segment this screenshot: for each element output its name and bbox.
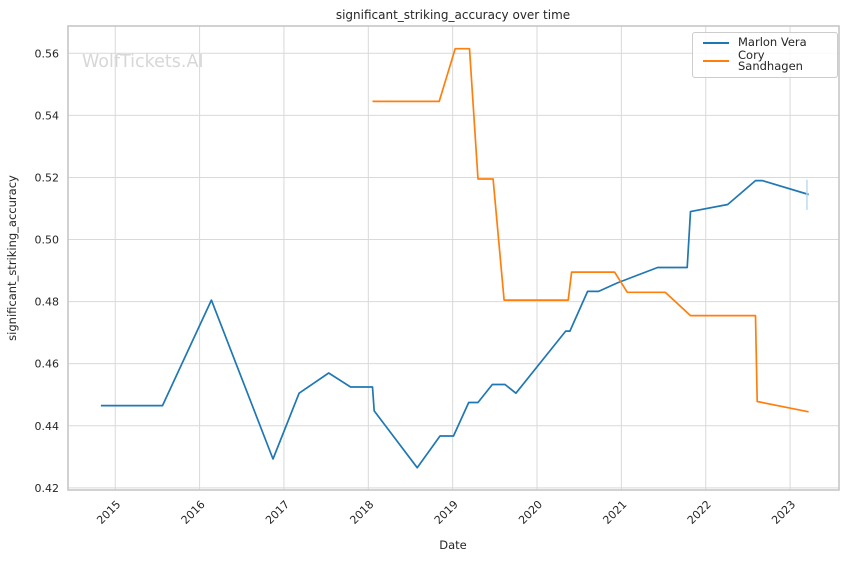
watermark: WolfTickets.AI — [82, 52, 204, 72]
y-tick-label: 0.42 — [35, 482, 60, 495]
line-swatch-marlon-vera — [703, 41, 729, 44]
legend-entry-marlon-vera: Marlon Vera — [703, 37, 827, 49]
plot-border — [67, 25, 840, 491]
y-tick-label: 0.54 — [35, 109, 60, 122]
y-tick-labels: 0.42 0.44 0.46 0.48 0.50 0.52 0.54 0.56 — [35, 47, 60, 495]
x-axis-label: Date — [439, 538, 467, 552]
legend-label-marlon-vera: Marlon Vera — [738, 35, 807, 50]
legend-entry-cory-sandhagen: Cory Sandhagen — [703, 47, 827, 74]
line-swatch-cory-sandhagen — [703, 60, 729, 63]
y-tick-label: 0.50 — [35, 234, 60, 247]
y-tick-label: 0.52 — [35, 171, 60, 184]
x-tick-label: 2016 — [179, 498, 208, 527]
y-tick-label: 0.44 — [35, 420, 60, 433]
chart-title: significant_striking_accuracy over time — [336, 8, 570, 22]
x-tick-label: 2023 — [769, 498, 798, 527]
x-tick-label: 2019 — [432, 498, 461, 527]
x-tick-label: 2020 — [516, 498, 545, 527]
x-tick-label: 2015 — [94, 498, 123, 527]
x-tick-labels: 2015 2016 2017 2018 2019 2020 2021 2022 2023 — [94, 498, 798, 527]
x-tick-label: 2017 — [263, 498, 292, 527]
series-line-cory-sandhagen — [372, 47, 809, 413]
data-series — [100, 47, 809, 469]
x-tick-label: 2018 — [347, 498, 376, 527]
series-line-marlon-vera — [100, 179, 809, 469]
legend-label-cory-sandhagen: Cory Sandhagen — [738, 47, 803, 74]
y-tick-label: 0.56 — [35, 47, 60, 60]
y-tick-label: 0.48 — [35, 296, 60, 309]
y-axis-label: significant_striking_accuracy — [5, 175, 19, 341]
grid-lines — [68, 26, 839, 490]
x-tick-label: 2021 — [600, 498, 629, 527]
x-tick-label: 2022 — [685, 498, 714, 527]
legend: Marlon Vera Cory Sandhagen — [692, 32, 838, 78]
y-tick-label: 0.46 — [35, 358, 60, 371]
